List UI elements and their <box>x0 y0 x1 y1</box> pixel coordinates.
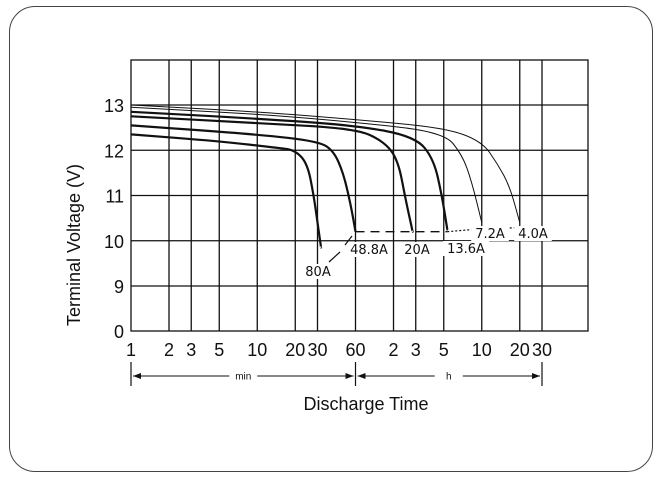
x-tick-label: 2 <box>164 340 174 360</box>
chart-frame <box>9 6 653 472</box>
curve-labels: 80A 48.8A 20A 13.6A7.2A 4.0A <box>303 226 552 280</box>
curves <box>130 104 521 249</box>
arrow-head-right <box>345 373 354 379</box>
curve-label-4.0A: 4.0A <box>518 227 548 242</box>
curve-label-13.6A: 13.6A <box>447 242 485 257</box>
series-line-7.2A <box>130 106 483 224</box>
y-axis-title: Terminal Voltage (V) <box>64 164 84 326</box>
y-tick-label: 11 <box>105 187 124 207</box>
x-tick-label: 5 <box>439 340 449 360</box>
time-unit-label-h: h <box>446 372 452 383</box>
time-scale-arrows: min h <box>130 362 543 386</box>
curve-label-80A: 80A <box>305 265 331 280</box>
curve-label-48.8A: 48.8A <box>350 243 388 258</box>
series-line-48.8A <box>130 124 357 232</box>
time-unit-label-min: min <box>235 372 251 383</box>
x-tick-label: 30 <box>307 340 327 360</box>
curve-label-bg <box>303 264 333 279</box>
x-tick-label: 3 <box>186 340 196 360</box>
x-tick-label: 10 <box>247 340 267 360</box>
x-tick-label: 10 <box>472 340 492 360</box>
x-tick-label: 5 <box>214 340 224 360</box>
y-tick-label: 0 <box>114 322 124 342</box>
curve-label-7.2A: 7.2A <box>475 227 505 242</box>
series-line-80A <box>130 133 323 249</box>
x-tick-label: 20 <box>285 340 305 360</box>
arrow-head-left <box>133 373 141 379</box>
arrow-head-right <box>532 373 540 379</box>
leader-48.8A <box>344 235 353 246</box>
grid <box>130 59 589 332</box>
y-tick-label: 13 <box>104 96 124 116</box>
curve-label-bg <box>471 226 509 241</box>
curve-label-bg <box>443 241 489 256</box>
y-tick-label: 10 <box>104 232 124 252</box>
y-tick-label: 9 <box>114 277 124 297</box>
series-line-4.0A <box>130 104 521 224</box>
x-tick-label: 20 <box>510 340 530 360</box>
arrow-head-left <box>357 373 366 379</box>
x-axis-title: Discharge Time <box>303 394 428 414</box>
x-tick-label: 60 <box>345 340 365 360</box>
leader-80A <box>328 251 341 263</box>
x-tick-label: 2 <box>389 340 399 360</box>
y-tick-label: 12 <box>104 141 124 161</box>
curve-label-bg <box>402 242 432 257</box>
series-line-13.6A <box>130 110 449 231</box>
x-tick-label: 30 <box>532 340 552 360</box>
curve-label-20A: 20A <box>404 243 430 258</box>
curve-label-bg <box>346 242 392 257</box>
series-line-20A <box>130 115 414 233</box>
x-tick-label: 1 <box>126 340 136 360</box>
x-tick-label: 3 <box>411 340 421 360</box>
curve-label-bg <box>514 226 552 241</box>
